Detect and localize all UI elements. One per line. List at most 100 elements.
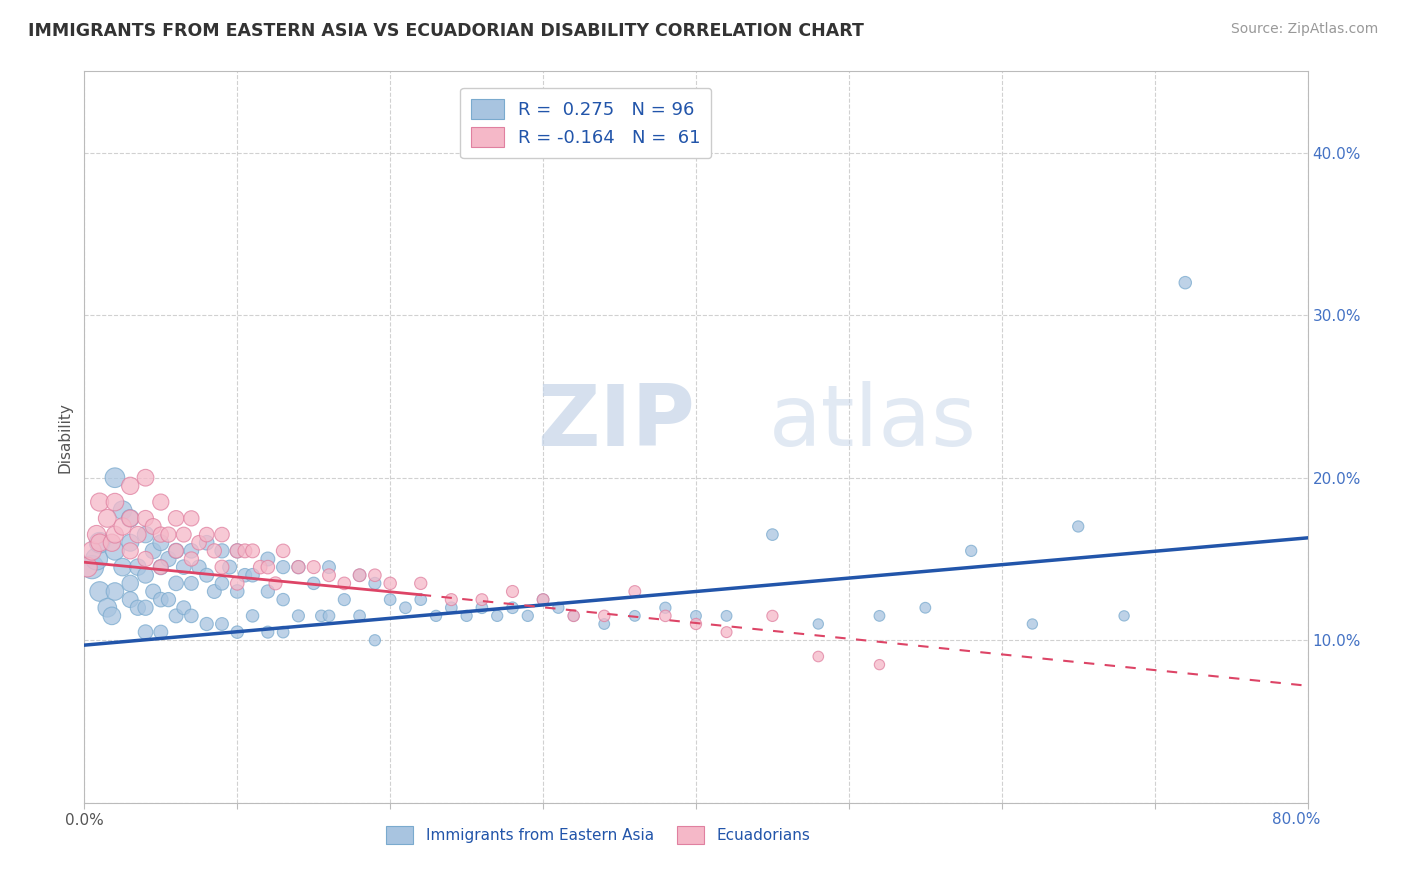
Point [80, 560, 103, 574]
Point [242, 608, 264, 623]
Point [531, 592, 554, 607]
Point [271, 625, 294, 640]
Point [142, 544, 165, 558]
Point [287, 608, 309, 623]
Point [1174, 276, 1197, 290]
Point [242, 568, 264, 582]
Point [89, 495, 111, 509]
Point [101, 608, 124, 623]
Point [120, 511, 142, 525]
Point [157, 527, 180, 541]
Point [149, 592, 172, 607]
Point [960, 544, 983, 558]
Text: 80.0%: 80.0% [1272, 812, 1320, 827]
Point [409, 576, 432, 591]
Point [311, 608, 333, 623]
Point [257, 552, 280, 566]
Point [165, 608, 187, 623]
Point [233, 568, 256, 582]
Point [761, 608, 783, 623]
Point [135, 527, 157, 541]
Point [80, 544, 103, 558]
Point [502, 584, 524, 599]
Point [380, 592, 402, 607]
Point [318, 560, 340, 574]
Point [149, 560, 172, 574]
Point [1067, 519, 1090, 533]
Point [111, 503, 134, 517]
Point [271, 592, 294, 607]
Point [149, 625, 172, 640]
Point [349, 568, 371, 582]
Point [104, 544, 127, 558]
Point [264, 576, 287, 591]
Point [531, 592, 554, 607]
Point [104, 471, 127, 485]
Point [380, 576, 402, 591]
Point [202, 544, 225, 558]
Point [104, 527, 127, 541]
Point [149, 495, 172, 509]
Point [502, 600, 524, 615]
Point [409, 592, 432, 607]
Point [562, 608, 585, 623]
Point [226, 584, 249, 599]
Text: Source: ZipAtlas.com: Source: ZipAtlas.com [1230, 22, 1378, 37]
Point [86, 527, 108, 541]
Point [165, 544, 187, 558]
Point [807, 617, 830, 632]
Point [302, 560, 325, 574]
Point [89, 535, 111, 549]
Point [211, 560, 233, 574]
Text: atlas: atlas [769, 381, 977, 464]
Point [149, 535, 172, 549]
Y-axis label: Disability: Disability [58, 401, 73, 473]
Point [226, 544, 249, 558]
Point [761, 527, 783, 541]
Point [120, 592, 142, 607]
Point [96, 511, 118, 525]
Point [302, 576, 325, 591]
Point [76, 560, 98, 574]
Point [211, 527, 233, 541]
Point [471, 600, 494, 615]
Point [226, 576, 249, 591]
Point [869, 657, 891, 672]
Point [257, 560, 280, 574]
Point [394, 600, 416, 615]
Point [104, 495, 127, 509]
Point [869, 608, 891, 623]
Point [516, 608, 538, 623]
Point [211, 544, 233, 558]
Point [1021, 617, 1043, 632]
Point [226, 544, 249, 558]
Point [127, 600, 149, 615]
Point [318, 568, 340, 582]
Point [173, 527, 195, 541]
Point [111, 560, 134, 574]
Point [349, 568, 371, 582]
Point [120, 511, 142, 525]
Point [89, 584, 111, 599]
Point [271, 560, 294, 574]
Point [120, 544, 142, 558]
Point [807, 649, 830, 664]
Point [188, 560, 211, 574]
Point [120, 479, 142, 493]
Point [165, 544, 187, 558]
Point [180, 544, 202, 558]
Point [364, 576, 387, 591]
Point [180, 552, 202, 566]
Point [333, 576, 356, 591]
Point [624, 608, 647, 623]
Text: IMMIGRANTS FROM EASTERN ASIA VS ECUADORIAN DISABILITY CORRELATION CHART: IMMIGRANTS FROM EASTERN ASIA VS ECUADORI… [28, 22, 865, 40]
Point [135, 568, 157, 582]
Point [471, 592, 494, 607]
Point [135, 625, 157, 640]
Point [173, 600, 195, 615]
Point [333, 592, 356, 607]
Point [211, 576, 233, 591]
Point [456, 608, 478, 623]
Point [173, 560, 195, 574]
Point [157, 552, 180, 566]
